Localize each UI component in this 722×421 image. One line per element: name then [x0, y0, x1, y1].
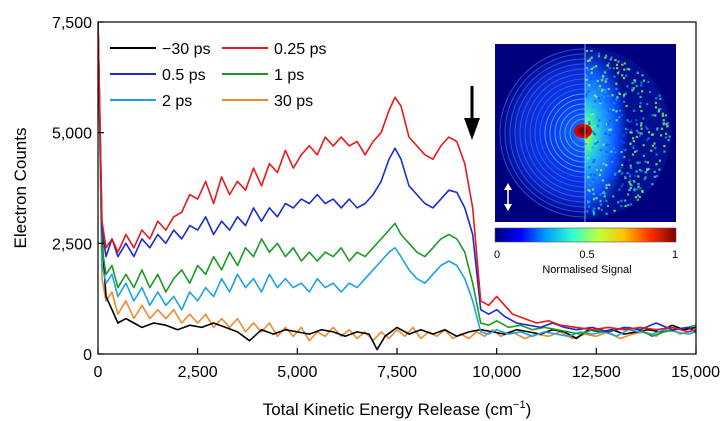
legend-label: 30 ps	[274, 93, 313, 110]
x-axis-label: Total Kinetic Energy Release (cm−1)	[263, 399, 532, 419]
x-tick-label: 2,500	[178, 364, 218, 381]
legend-label: 2 ps	[162, 93, 192, 110]
series-line-1	[98, 22, 696, 333]
x-tick-label: 0	[94, 364, 103, 381]
series-line-3	[98, 22, 696, 338]
series-line-2	[98, 22, 696, 333]
legend-label: 1 ps	[274, 67, 304, 84]
x-axis: 0 2,500 5,000 7,500 10,000 12,500 15,000	[94, 348, 720, 381]
y-tick-label: 7,500	[52, 15, 92, 32]
y-tick-label: 0	[83, 347, 92, 364]
x-tick-label: 7,500	[377, 364, 417, 381]
colorbar-tick-1: 1	[672, 249, 678, 261]
down-arrow-icon	[464, 86, 480, 140]
legend: −30 ps 0.25 ps 0.5 ps 1 ps 2 ps 30 ps	[110, 41, 326, 110]
series-line-4	[98, 22, 696, 338]
legend-label: 0.25 ps	[274, 41, 326, 58]
legend-label: −30 ps	[162, 41, 210, 58]
y-tick-label: 5,000	[52, 126, 92, 143]
y-axis-label: Electron Counts	[11, 128, 30, 249]
x-tick-label: 12,500	[572, 364, 621, 381]
inset-detector-image	[495, 44, 676, 222]
y-axis: 0 2,500 5,000 7,500	[52, 15, 104, 364]
x-tick-label: 10,000	[472, 364, 521, 381]
colorbar-tick-05: 0.5	[579, 249, 594, 261]
y-tick-label: 2,500	[52, 236, 92, 253]
inset-colorbar: 0 0.5 1 Normalised Signal	[494, 227, 678, 276]
x-tick-label: 5,000	[277, 364, 317, 381]
colorbar-label: Normalised Signal	[542, 264, 631, 276]
x-tick-label: 15,000	[671, 364, 720, 381]
x-axis-label-unit-exponent: −1	[513, 399, 526, 411]
polarization-double-arrow-icon	[504, 183, 512, 211]
data-series-group	[98, 22, 696, 351]
colorbar-tick-0: 0	[494, 249, 500, 261]
legend-label: 0.5 ps	[162, 67, 206, 84]
